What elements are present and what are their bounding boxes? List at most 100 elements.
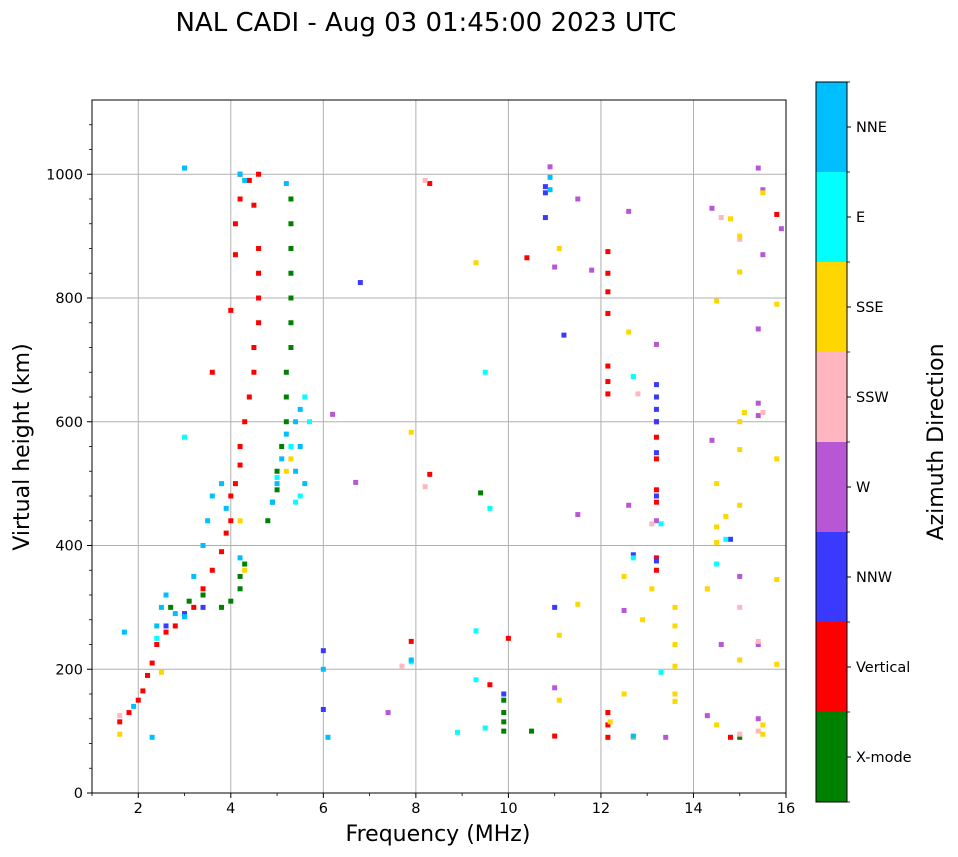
data-point — [605, 722, 611, 728]
series-w — [330, 164, 784, 740]
data-point — [154, 635, 160, 641]
colorbar-segment — [816, 532, 847, 622]
data-point — [237, 555, 243, 561]
colorbar-frame — [815, 81, 848, 803]
data-point — [755, 642, 761, 647]
data-point — [653, 394, 659, 400]
data-point — [556, 632, 562, 638]
data-point — [552, 604, 558, 610]
data-point — [778, 226, 784, 232]
data-point — [117, 731, 123, 737]
data-point — [714, 524, 720, 530]
data-point — [473, 260, 479, 266]
data-point — [501, 697, 507, 703]
data-point — [547, 174, 553, 180]
data-point — [741, 409, 747, 415]
data-point — [482, 369, 488, 375]
data-point — [163, 592, 169, 598]
colorbar-label-item: Vertical — [856, 660, 910, 676]
data-point — [154, 623, 160, 629]
data-point — [209, 493, 215, 499]
data-point — [223, 530, 229, 536]
data-point — [653, 450, 659, 456]
data-point — [140, 688, 146, 694]
data-point — [605, 391, 611, 397]
data-point — [320, 666, 326, 672]
data-point — [182, 611, 188, 617]
data-point — [237, 462, 243, 468]
data-point — [135, 697, 141, 703]
data-point — [649, 586, 655, 592]
data-point — [399, 663, 405, 669]
data-point — [556, 246, 562, 251]
data-point — [237, 573, 243, 579]
data-point — [552, 685, 558, 691]
data-point — [630, 374, 636, 380]
data-point — [246, 177, 252, 183]
data-point — [605, 270, 611, 276]
data-point — [727, 734, 733, 740]
data-point — [561, 332, 567, 338]
data-point — [251, 202, 257, 208]
series-x-mode — [168, 196, 743, 740]
colorbar-label-item: E — [856, 210, 865, 226]
data-point — [427, 471, 433, 477]
data-point — [274, 474, 280, 480]
data-point — [200, 586, 206, 592]
y-axis-label: Virtual height (km) — [10, 343, 35, 550]
data-point — [117, 719, 123, 725]
data-point — [547, 187, 553, 193]
data-point — [353, 479, 359, 485]
data-point — [505, 635, 511, 641]
colorbar-segment — [816, 172, 847, 262]
data-point — [200, 592, 206, 598]
data-point — [487, 505, 493, 511]
data-point — [182, 614, 188, 620]
data-point — [126, 710, 132, 716]
colorbar-label-item: X-mode — [856, 750, 912, 766]
data-point — [163, 629, 169, 635]
data-point — [501, 691, 507, 697]
colorbar-label-item: W — [856, 480, 870, 496]
data-point — [302, 481, 308, 487]
data-point — [737, 502, 743, 508]
data-point — [653, 419, 659, 425]
data-point — [621, 691, 627, 697]
colorbar-label-item: NNW — [856, 570, 892, 586]
data-point — [320, 706, 326, 712]
data-point — [288, 196, 294, 202]
data-point — [408, 638, 414, 644]
data-point — [172, 611, 178, 617]
colorbar-label-item: NNE — [856, 120, 887, 136]
data-point — [672, 691, 678, 697]
data-point — [293, 499, 299, 505]
colorbar-segment — [816, 82, 847, 172]
data-point — [542, 184, 548, 190]
data-point — [408, 429, 414, 435]
data-point — [649, 521, 655, 527]
data-point — [760, 722, 766, 728]
data-point — [547, 164, 553, 170]
data-point — [274, 468, 280, 474]
data-point — [626, 329, 632, 335]
data-point — [288, 345, 294, 350]
colorbar-segment — [816, 712, 847, 802]
data-point — [672, 642, 678, 647]
data-point — [663, 734, 669, 740]
data-point — [737, 731, 743, 737]
data-point — [552, 264, 558, 270]
data-point — [653, 434, 659, 440]
data-point — [621, 573, 627, 579]
y-tick-label: 1000 — [46, 167, 83, 183]
data-point — [168, 604, 174, 610]
data-point — [658, 669, 664, 675]
x-tick-label: 4 — [226, 801, 235, 817]
data-point — [172, 623, 178, 629]
data-point — [714, 561, 720, 567]
data-point — [149, 660, 155, 666]
data-point — [709, 205, 715, 211]
data-point — [501, 719, 507, 725]
data-point — [714, 722, 720, 728]
x-tick-label: 10 — [499, 801, 517, 817]
